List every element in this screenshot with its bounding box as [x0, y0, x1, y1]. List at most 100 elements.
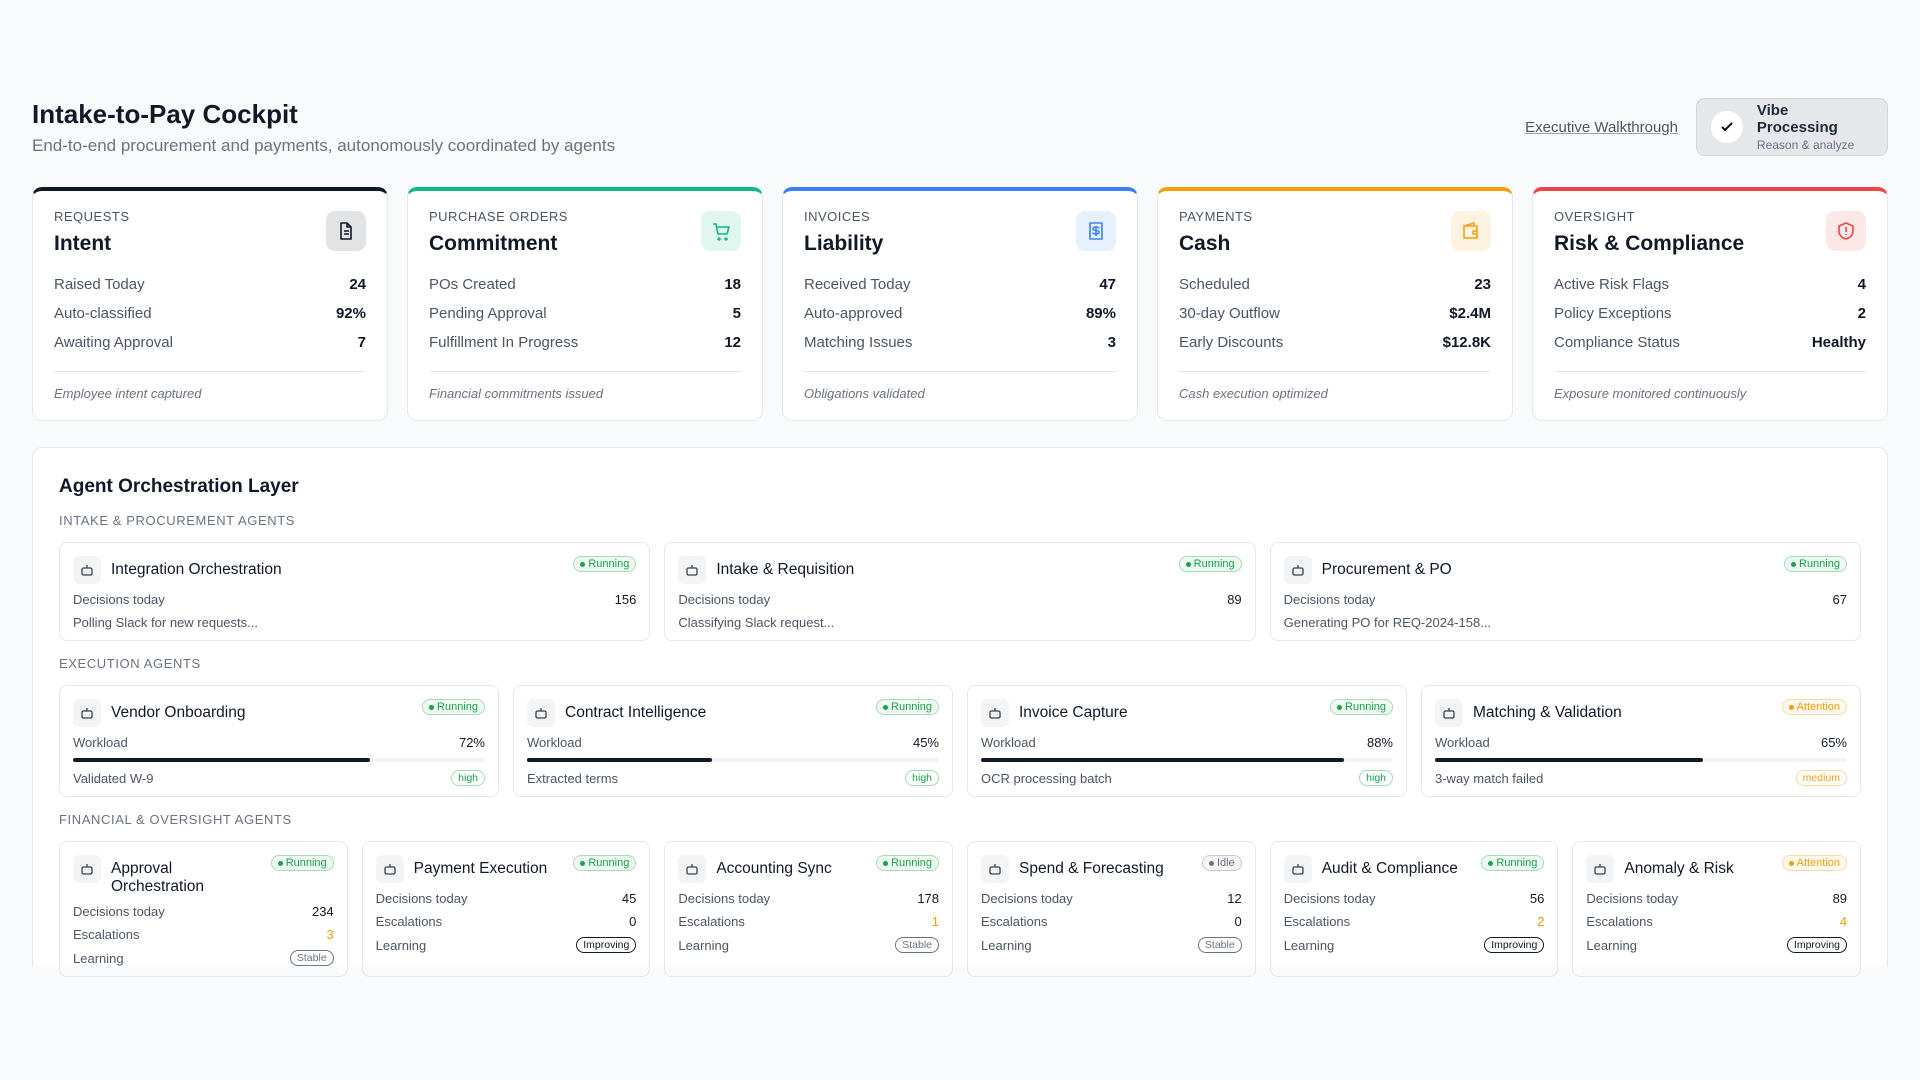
- metric-label: Fulfillment In Progress: [429, 334, 579, 351]
- metric-row: Pending Approval 5: [429, 299, 741, 328]
- status-badge: Running: [573, 556, 637, 572]
- learning-row: Learning Improving: [1586, 937, 1848, 953]
- status-text: Attention: [1796, 857, 1841, 869]
- metric-row: Decisions today 89: [678, 592, 1241, 607]
- status-dot: [277, 860, 283, 866]
- status-badge: Idle: [1201, 855, 1242, 871]
- learning-badge: Stable: [289, 950, 334, 966]
- learning-label: Learning: [73, 950, 124, 966]
- workload-label: Workload: [981, 735, 1036, 750]
- metric-row: Auto-classified 92%: [54, 299, 366, 328]
- agent-header: Vendor Onboarding Running: [73, 699, 485, 727]
- metric-row: 30-day Outflow $2.4M: [1179, 299, 1491, 328]
- agent-icon: [989, 708, 1001, 719]
- agent-card[interactable]: Contract Intelligence Running Workload 45% E…: [513, 685, 953, 797]
- agent-header: Payment Execution Running: [375, 855, 637, 883]
- metric-value: 7: [357, 334, 366, 351]
- metric-value: 67: [1832, 592, 1847, 607]
- learning-row: Learning Stable: [678, 937, 940, 953]
- escalations-row: Escalations 0: [376, 914, 637, 929]
- status-text: Running: [588, 857, 630, 869]
- stage-title: Liability: [804, 232, 884, 255]
- metric-row: Decisions today 156: [73, 592, 636, 607]
- metric-value: 89: [1227, 592, 1242, 607]
- agent-group: Integration Orchestration Running Decision…: [59, 542, 1861, 641]
- workload-row: Workload 45%: [527, 735, 939, 750]
- agent-card[interactable]: Intake & Requisition Running Decisions tod…: [664, 542, 1256, 641]
- agent-card[interactable]: Approval Orchestration Running Decisions t…: [59, 841, 348, 977]
- icon: [340, 222, 352, 240]
- metric-label: Received Today: [804, 276, 911, 293]
- escalations-value: 0: [1234, 914, 1242, 929]
- agent-icon: [384, 864, 396, 875]
- metric-row: Matching Issues 3: [804, 328, 1116, 357]
- workload-bar: [73, 758, 370, 762]
- learning-badge: Improving: [1786, 937, 1848, 953]
- agent-card[interactable]: Integration Orchestration Running Decision…: [59, 542, 651, 641]
- status-dot: [883, 860, 889, 866]
- metric-value: 23: [1474, 276, 1491, 293]
- agent-icon: [81, 708, 93, 719]
- group-label: INTAKE & PROCUREMENT AGENTS: [59, 513, 296, 528]
- icon: [1463, 222, 1478, 239]
- agent-group: Approval Orchestration Running Decisions t…: [59, 841, 1862, 977]
- stage-card: PAYMENTS Cash Scheduled 23 30-day Outflow $2.…: [1157, 187, 1513, 421]
- agent-card[interactable]: Vendor Onboarding Running Workload 72% Valid…: [59, 685, 499, 797]
- activity-row: 3-way match failed medium: [1435, 770, 1847, 786]
- agent-icon: [989, 864, 1001, 875]
- stage-label: REQUESTS: [54, 209, 130, 224]
- agent-card[interactable]: Accounting Sync Running Decisions today 178…: [664, 841, 954, 977]
- agent-card[interactable]: Audit & Compliance Running Decisions today…: [1269, 841, 1559, 977]
- decisions-label: Decisions today: [1586, 891, 1679, 906]
- agent-icon-box: [73, 556, 101, 584]
- escalations-label: Escalations: [375, 914, 443, 929]
- agent-card[interactable]: Invoice Capture Running Workload 88% OCR pro…: [967, 685, 1407, 797]
- stage-label: PURCHASE ORDERS: [429, 209, 568, 224]
- status-badge: Running: [270, 855, 334, 871]
- escalations-label: Escalations: [73, 927, 140, 942]
- metrics: Received Today 47 Auto-approved 89% Matching…: [804, 270, 1116, 357]
- metric-row: Decisions today 67: [1284, 592, 1847, 607]
- decisions-value: 56: [1529, 891, 1545, 906]
- agent-name: Audit & Compliance: [1321, 860, 1458, 877]
- page-subtitle: End-to-end procurement and payments, aut…: [32, 136, 616, 155]
- metric-row: POs Created 18: [429, 270, 741, 299]
- status-badge: Running: [422, 699, 485, 715]
- metric-label: Auto-classified: [54, 305, 152, 322]
- agent-header: Approval Orchestration Running: [73, 855, 334, 896]
- agent-name: Approval Orchestration: [111, 860, 205, 895]
- escalations-value: 0: [629, 914, 637, 929]
- agent-card[interactable]: Matching & Validation Attention Workload 65…: [1421, 685, 1861, 797]
- stage-title: Commitment: [429, 232, 558, 255]
- status-text: Attention: [1796, 701, 1840, 713]
- agent-icon: [81, 864, 93, 875]
- agent-card[interactable]: Payment Execution Running Decisions today 4…: [361, 841, 651, 977]
- status-text: Running: [891, 857, 933, 869]
- decisions-row: Decisions today 178: [678, 891, 939, 906]
- workload-track: [527, 758, 939, 762]
- learning-row: Learning Stable: [73, 950, 334, 966]
- metric-value: 3: [1107, 334, 1116, 351]
- agent-header: Audit & Compliance Running: [1283, 855, 1545, 883]
- learning-label: Learning: [1283, 937, 1335, 953]
- walkthrough-link[interactable]: Executive Walkthrough: [1525, 118, 1678, 136]
- learning-row: Learning Stable: [981, 937, 1242, 953]
- agent-header: Contract Intelligence Running: [527, 699, 939, 727]
- decisions-label: Decisions today: [375, 891, 468, 906]
- learning-label: Learning: [375, 937, 427, 953]
- agent-icon-box: [1283, 556, 1312, 584]
- agent-card[interactable]: Anomaly & Risk Attention Decisions today 89…: [1572, 841, 1862, 977]
- workload-label: Workload: [1435, 735, 1490, 750]
- agent-card[interactable]: Procurement & PO Running Decisions today 67…: [1269, 542, 1861, 641]
- agent-header: Invoice Capture Running: [981, 699, 1393, 727]
- stage-cards: REQUESTS Intent Raised Today 24 Auto-classif…: [32, 187, 1888, 421]
- priority-badge: high: [905, 770, 939, 786]
- metrics: Active Risk Flags 4 Policy Exceptions 2 Comp…: [1554, 270, 1866, 357]
- metrics: Scheduled 23 30-day Outflow $2.4M Early Disc…: [1179, 270, 1491, 357]
- agent-activity: OCR processing batch: [981, 770, 1112, 786]
- status-dot: [1788, 860, 1794, 866]
- mode-button[interactable]: Vibe Processing Reason & analyze: [1696, 98, 1888, 156]
- agent-card[interactable]: Spend & Forecasting Idle Decisions today 12…: [967, 841, 1256, 977]
- title-block: Intake-to-Pay Cockpit End-to-end procure…: [32, 98, 615, 156]
- workload-row: Workload 65%: [1435, 735, 1847, 750]
